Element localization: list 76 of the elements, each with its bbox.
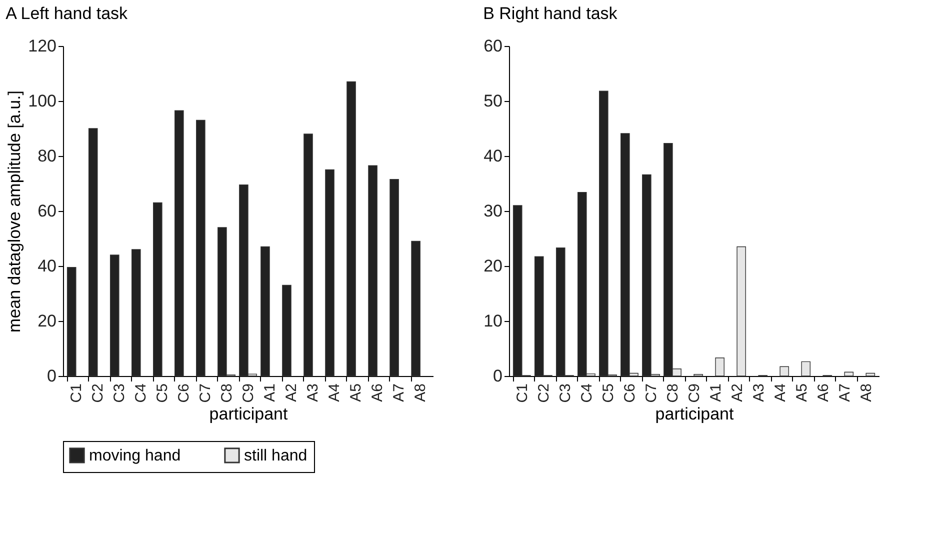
x-tick-label: C8 xyxy=(664,384,682,403)
y-tick-label: 80 xyxy=(38,146,56,166)
bar xyxy=(282,284,292,376)
legend-label: moving hand xyxy=(89,447,181,464)
y-tick-label: 10 xyxy=(484,312,502,330)
x-axis-title: participant xyxy=(655,404,734,424)
bar xyxy=(174,110,184,376)
bar xyxy=(801,361,811,376)
x-tick-label: A8 xyxy=(412,384,430,402)
x-tick-label: C7 xyxy=(196,384,214,403)
x-tick-label: A6 xyxy=(815,384,832,402)
x-tick-label: C5 xyxy=(600,384,617,403)
x-tick-label: A1 xyxy=(708,384,725,402)
bar xyxy=(411,240,420,376)
x-tick-label: A7 xyxy=(390,384,408,402)
bar xyxy=(304,134,313,376)
x-tick-label: C7 xyxy=(642,384,660,403)
bar xyxy=(260,246,270,376)
bar xyxy=(196,120,206,376)
x-tick-label: A5 xyxy=(794,384,811,402)
bar xyxy=(866,372,876,376)
y-tick-label: 100 xyxy=(28,92,56,110)
bar xyxy=(346,81,356,376)
x-tick-label: A6 xyxy=(369,384,386,402)
bar xyxy=(736,246,746,376)
y-tick-label: 30 xyxy=(484,202,502,220)
y-tick-label: 0 xyxy=(493,366,502,386)
bar xyxy=(153,202,162,376)
x-tick-label: A5 xyxy=(348,384,365,402)
legend-label: still hand xyxy=(244,447,308,464)
x-tick-label: A2 xyxy=(729,384,746,402)
bar xyxy=(368,165,378,376)
y-tick-label: 40 xyxy=(484,146,502,166)
y-tick-label: 20 xyxy=(38,312,56,330)
x-tick-label: C6 xyxy=(175,384,192,403)
chart-title: A Left hand task xyxy=(6,4,128,23)
x-tick-label: C8 xyxy=(218,384,236,403)
bar xyxy=(715,358,724,376)
bar xyxy=(844,372,854,376)
bar xyxy=(780,366,789,376)
bar xyxy=(88,128,98,376)
x-tick-label: A1 xyxy=(262,384,279,402)
bar xyxy=(325,169,334,376)
x-tick-label: A3 xyxy=(750,384,768,402)
x-tick-label: C4 xyxy=(132,384,150,403)
y-tick-label: 50 xyxy=(484,92,502,110)
x-axis-title: participant xyxy=(209,404,288,424)
x-tick-label: C3 xyxy=(110,384,128,403)
x-tick-label: C6 xyxy=(621,384,638,403)
y-axis-title: mean dataglove amplitude [a.u.] xyxy=(5,90,24,332)
bar xyxy=(131,249,141,376)
x-tick-label: A2 xyxy=(283,384,300,402)
chart-title: B Right hand task xyxy=(483,4,618,23)
x-tick-label: A3 xyxy=(304,384,322,402)
bar xyxy=(110,254,120,376)
y-tick-label: 0 xyxy=(47,366,56,386)
y-tick-label: 120 xyxy=(28,36,56,56)
x-tick-label: C2 xyxy=(535,384,552,403)
x-tick-label: C4 xyxy=(578,384,596,403)
x-tick-label: C2 xyxy=(89,384,106,403)
x-tick-label: A7 xyxy=(836,384,854,402)
x-tick-label: C1 xyxy=(68,384,85,403)
bar xyxy=(390,179,399,376)
y-tick-label: 40 xyxy=(38,256,56,276)
x-tick-label: C9 xyxy=(240,384,257,403)
x-tick-label: C3 xyxy=(556,384,574,403)
x-tick-label: A4 xyxy=(772,384,790,402)
y-tick-label: 20 xyxy=(484,256,502,276)
x-tick-label: A4 xyxy=(326,384,344,402)
x-tick-label: A8 xyxy=(858,384,876,402)
y-tick-label: 60 xyxy=(38,202,56,220)
bar xyxy=(66,267,76,376)
y-tick-label: 60 xyxy=(484,36,502,56)
x-tick-label: C5 xyxy=(154,384,171,403)
x-tick-label: C1 xyxy=(514,384,531,403)
x-tick-label: C9 xyxy=(686,384,703,403)
